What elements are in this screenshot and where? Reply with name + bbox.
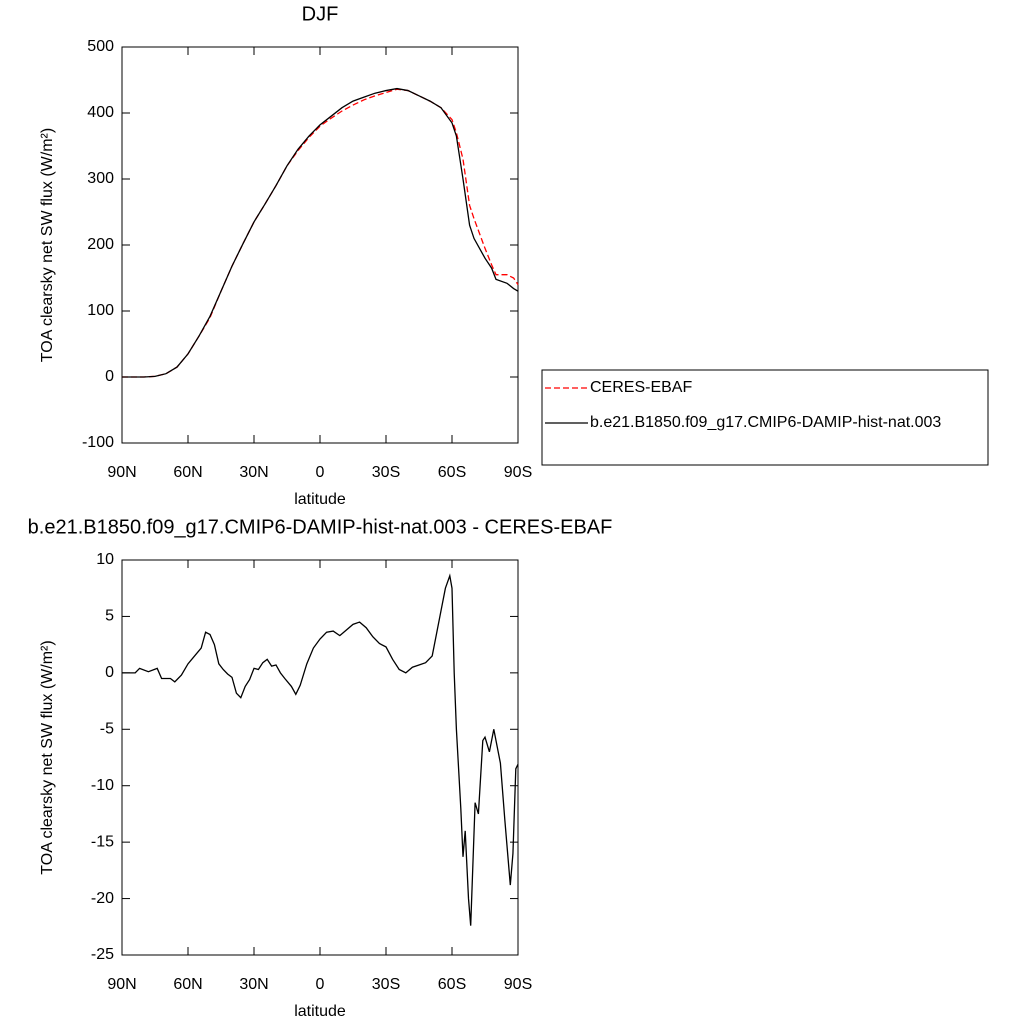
y-tick-label: -20 <box>91 890 114 907</box>
x-tick-label: 60N <box>173 464 202 481</box>
y-tick-label: -10 <box>91 777 114 794</box>
x-tick-label: 90S <box>504 464 532 481</box>
x-axis-label: latitude <box>294 1003 346 1020</box>
y-tick-label: -25 <box>91 946 114 963</box>
x-tick-label: 60N <box>173 976 202 993</box>
x-tick-label: 0 <box>316 976 325 993</box>
data-line <box>122 88 519 378</box>
y-tick-label: 100 <box>87 302 114 319</box>
x-tick-label: 90N <box>107 976 136 993</box>
x-axis-label: latitude <box>294 491 346 508</box>
chart-title: b.e21.B1850.f09_g17.CMIP6-DAMIP-hist-nat… <box>28 516 613 538</box>
y-axis-label: TOA clearsky net SW flux (W/m²) <box>39 640 56 874</box>
plot-frame <box>121 46 519 444</box>
y-axis-label: TOA clearsky net SW flux (W/m²) <box>39 128 56 362</box>
x-tick-label: 30N <box>239 976 268 993</box>
y-tick-label: 300 <box>87 170 114 187</box>
y-tick-label: 200 <box>87 236 114 253</box>
legend-label: b.e21.B1850.f09_g17.CMIP6-DAMIP-hist-nat… <box>590 414 941 431</box>
y-tick-label: 5 <box>105 608 114 625</box>
y-tick-label: -15 <box>91 833 114 850</box>
chart-title: DJF <box>302 3 339 25</box>
x-tick-label: 60S <box>438 464 466 481</box>
y-tick-label: 500 <box>87 38 114 55</box>
data-line <box>122 573 519 926</box>
y-tick-label: 0 <box>105 368 114 385</box>
x-tick-label: 0 <box>316 464 325 481</box>
x-tick-label: 90S <box>504 976 532 993</box>
legend-box <box>541 369 989 466</box>
y-tick-label: 0 <box>105 664 114 681</box>
x-tick-label: 30S <box>372 464 400 481</box>
x-tick-label: 30N <box>239 464 268 481</box>
data-line <box>122 87 519 378</box>
x-tick-label: 60S <box>438 976 466 993</box>
y-tick-label: -100 <box>82 434 114 451</box>
x-tick-label: 30S <box>372 976 400 993</box>
y-tick-label: -5 <box>100 721 114 738</box>
legend-label: CERES-EBAF <box>590 379 692 396</box>
x-tick-label: 90N <box>107 464 136 481</box>
y-tick-label: 400 <box>87 104 114 121</box>
y-tick-label: 10 <box>96 551 114 568</box>
